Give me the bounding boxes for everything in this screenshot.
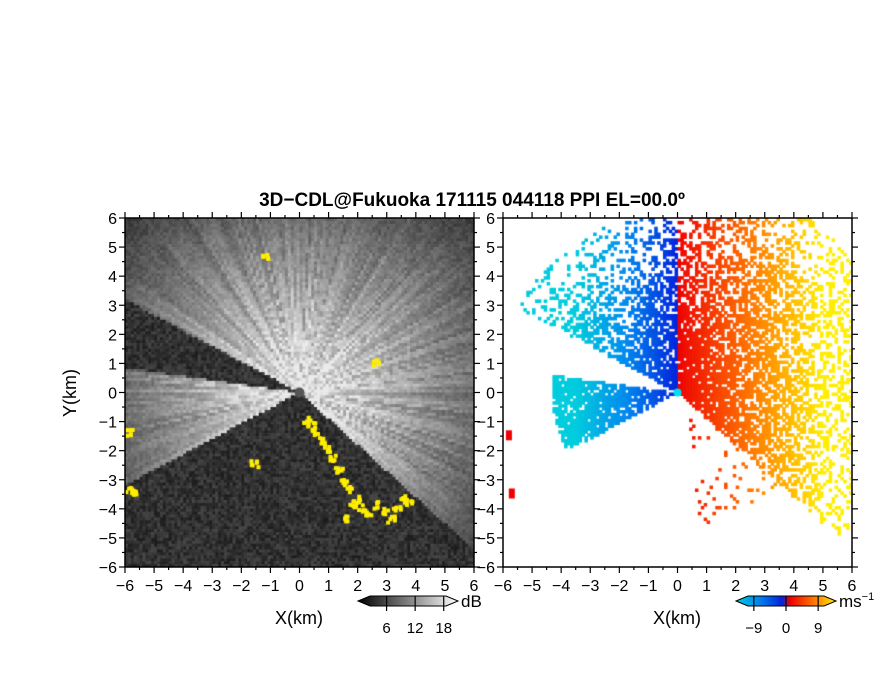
reflectivity-xlabel: X(km) — [275, 608, 323, 628]
x-tick-label: 6 — [470, 578, 479, 595]
reflectivity-ylabel: Y(km) — [60, 369, 80, 417]
x-tick-label: 5 — [818, 578, 827, 595]
colorbar-tick-label: 9 — [814, 620, 822, 637]
y-tick-label: 1 — [108, 356, 117, 373]
reflectivity-colorbar: 6 12 18 dB — [356, 592, 482, 637]
y-tick-label: −2 — [99, 444, 117, 461]
y-tick-label: −6 — [99, 560, 117, 577]
x-tick-label: −5 — [523, 578, 541, 595]
x-tick-label: 6 — [848, 578, 857, 595]
y-tick-label: 5 — [108, 240, 117, 257]
colorbar-tick-label: 12 — [407, 620, 424, 637]
x-tick-label: −6 — [116, 578, 134, 595]
y-tick-label: −5 — [99, 531, 117, 548]
x-tick-label: −6 — [494, 578, 512, 595]
y-tick-label: 2 — [108, 327, 117, 344]
x-tick-label: −4 — [174, 578, 192, 595]
x-tick-label: −5 — [145, 578, 163, 595]
x-tick-label: 4 — [789, 578, 798, 595]
y-tick-label: 3 — [108, 298, 117, 315]
x-tick-label: 0 — [673, 578, 682, 595]
y-tick-label: −3 — [477, 473, 495, 490]
colorbar-tick-label: 6 — [382, 620, 390, 637]
reflectivity-colorbar-bar — [356, 595, 460, 607]
velocity-xlabel: X(km) — [653, 608, 701, 628]
y-tick-label: −4 — [477, 502, 495, 519]
x-tick-label: 2 — [731, 578, 740, 595]
y-tick-label: 0 — [108, 386, 117, 403]
y-tick-label: −1 — [99, 415, 117, 432]
velocity-colorbar: −9 0 9 ms−1 — [734, 591, 874, 637]
velocity-axes: −6 −5 −4 −3 −2 −1 0 1 2 3 4 5 6 −6 −5 −4 −3 −2 −1 0 1 2 3 4 5 6 — [477, 211, 858, 595]
y-tick-label: 0 — [486, 386, 495, 403]
velocity-image — [503, 218, 852, 567]
x-tick-label: −4 — [552, 578, 570, 595]
x-tick-label: −3 — [203, 578, 221, 595]
y-tick-label: 1 — [486, 356, 495, 373]
x-tick-label: −2 — [610, 578, 628, 595]
x-tick-label: 1 — [324, 578, 333, 595]
reflectivity-image — [125, 218, 474, 567]
chart-title: 3D−CDL@Fukuoka 171115 044118 PPI EL=00.0… — [259, 190, 685, 211]
x-tick-label: −1 — [639, 578, 657, 595]
y-tick-label: 4 — [486, 269, 495, 286]
x-tick-label: 1 — [702, 578, 711, 595]
x-tick-label: 3 — [760, 578, 769, 595]
y-tick-label: 6 — [486, 211, 495, 228]
x-tick-label: −3 — [581, 578, 599, 595]
velocity-colorbar-unit: ms−1 — [839, 591, 874, 611]
y-tick-label: 5 — [486, 240, 495, 257]
x-tick-label: 3 — [382, 578, 391, 595]
colorbar-tick-label: 0 — [782, 620, 790, 637]
y-tick-label: 2 — [486, 327, 495, 344]
y-tick-label: −1 — [477, 415, 495, 432]
x-tick-label: 5 — [440, 578, 449, 595]
colorbar-tick-label: −9 — [745, 620, 762, 637]
y-tick-label: −2 — [477, 444, 495, 461]
y-tick-label: 6 — [108, 211, 117, 228]
y-tick-label: −5 — [477, 531, 495, 548]
x-tick-label: −2 — [232, 578, 250, 595]
x-tick-label: −1 — [261, 578, 279, 595]
y-tick-label: −6 — [477, 560, 495, 577]
reflectivity-colorbar-unit: dB — [461, 592, 482, 611]
y-tick-label: −4 — [99, 502, 117, 519]
x-tick-label: 2 — [353, 578, 362, 595]
x-tick-label: 4 — [411, 578, 420, 595]
y-tick-label: 4 — [108, 269, 117, 286]
y-tick-label: 3 — [486, 298, 495, 315]
y-tick-label: −3 — [99, 473, 117, 490]
reflectivity-axes: −6 −5 −4 −3 −2 −1 0 1 2 3 4 5 6 −6 −5 −4 −3 −2 −1 0 1 2 3 4 5 6 — [99, 211, 480, 595]
colorbar-tick-label: 18 — [435, 620, 452, 637]
x-tick-label: 0 — [295, 578, 304, 595]
